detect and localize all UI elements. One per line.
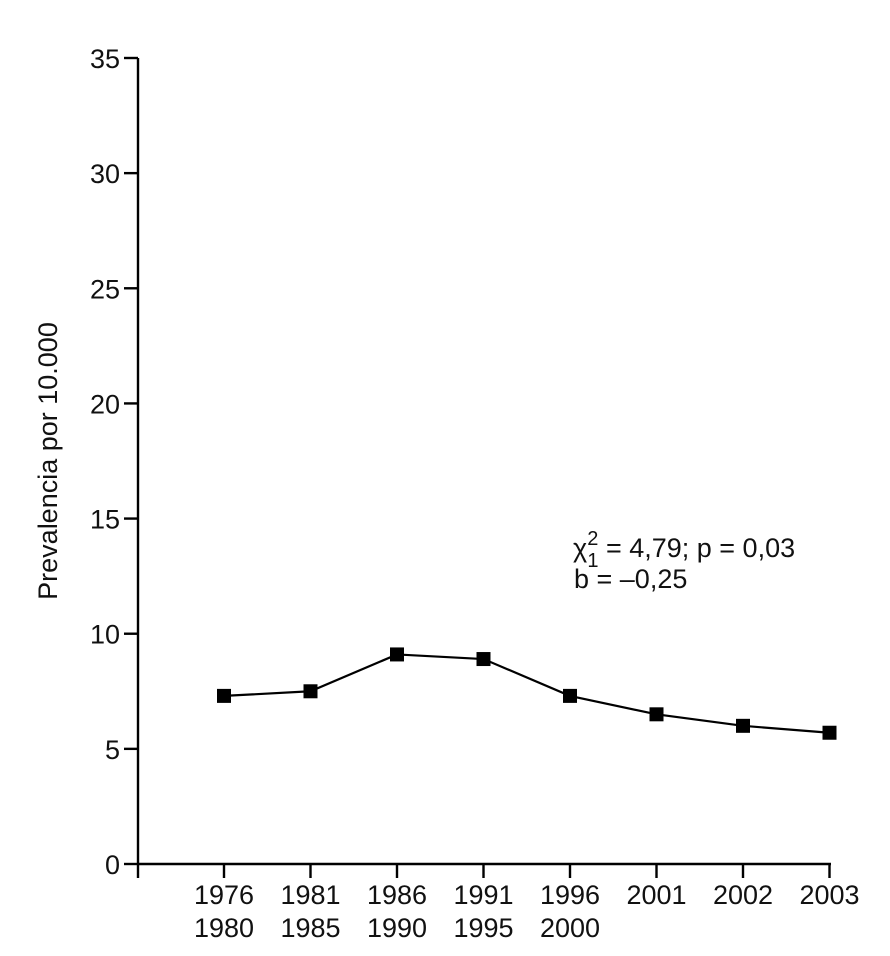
chi-square-annotation: χ2 1 = 4,79; p = 0,03 (573, 528, 795, 572)
slope-annotation: b = –0,25 (574, 564, 687, 594)
data-point-marker (303, 684, 318, 699)
plot-series (217, 647, 837, 740)
y-tick-label: 0 (105, 850, 120, 880)
y-axis-title: Prevalencia por 10.000 (33, 322, 63, 600)
y-tick-label: 10 (90, 620, 120, 650)
y-tick-label: 5 (105, 735, 120, 765)
x-tick-label: 1980 (194, 913, 254, 943)
x-tick-label: 2000 (540, 913, 600, 943)
data-point-marker (476, 652, 491, 667)
y-tick-label: 35 (90, 44, 120, 74)
x-tick-label: 2002 (713, 880, 773, 910)
x-tick-label: 1996 (540, 880, 600, 910)
x-tick-label: 1986 (367, 880, 427, 910)
x-tick-label: 1976 (194, 880, 254, 910)
y-tick-label: 25 (90, 274, 120, 304)
x-tick-label: 2001 (626, 880, 686, 910)
stats-annotation: χ2 1 = 4,79; p = 0,03 b = –0,25 (573, 528, 795, 594)
data-point-marker (822, 725, 837, 740)
x-tick-label: 2003 (799, 880, 859, 910)
data-point-marker (390, 647, 404, 662)
series-line (223, 653, 830, 734)
chi-text: = 4,79; p = 0,03 (598, 533, 795, 563)
data-point-marker (563, 688, 577, 703)
x-tick-label: 1995 (453, 913, 513, 943)
x-tick-label: 1990 (367, 913, 427, 943)
chi-superscript: 2 (587, 528, 598, 550)
data-point-marker (736, 718, 750, 733)
x-tick-label: 1981 (280, 880, 340, 910)
x-tick-label: 1985 (280, 913, 340, 943)
data-point-marker (217, 688, 231, 703)
data-point-marker (649, 707, 664, 722)
y-tick-label: 20 (90, 389, 120, 419)
y-tick-label: 30 (90, 159, 120, 189)
y-axis: 0 5 10 15 20 25 30 35 (90, 44, 140, 880)
x-tick-label: 1991 (453, 880, 513, 910)
chi-subscript: 1 (587, 550, 598, 572)
chi-symbol: χ (573, 533, 587, 563)
y-tick-label: 15 (90, 505, 120, 535)
